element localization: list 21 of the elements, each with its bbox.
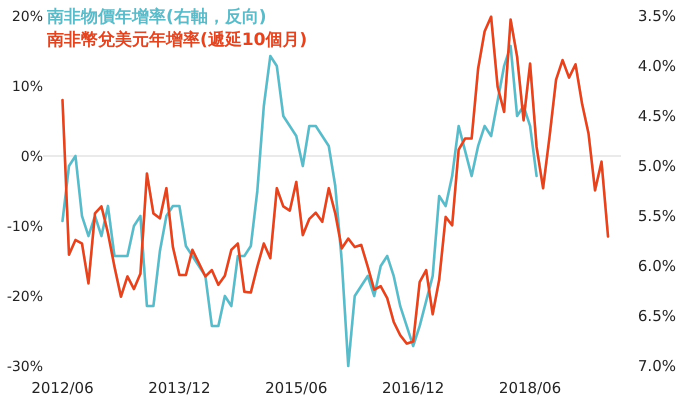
x-tick-label: 2012/06 — [31, 379, 94, 397]
y2-tick-label: 4.5% — [638, 107, 676, 125]
y2-tick-label: 7.0% — [638, 357, 676, 375]
x-tick-label: 2015/06 — [265, 379, 328, 397]
y2-tick-label: 3.5% — [638, 7, 676, 25]
y-tick-label: -30% — [6, 359, 43, 375]
x-tick-label: 2016/12 — [382, 379, 444, 397]
series-label: 南非物價年增率(右軸，反向) — [46, 7, 267, 27]
x-tick-label: 2013/12 — [148, 379, 211, 397]
y-tick-label: -10% — [6, 219, 43, 235]
text: 南非幣兌美元年增率(遞延10個月) — [46, 30, 308, 50]
y-tick-label: 20% — [12, 9, 43, 25]
y-tick-label: -20% — [6, 289, 43, 305]
y2-tick-label: 6.0% — [638, 257, 676, 275]
y-tick-label: 0% — [20, 149, 43, 165]
y2-tick-label: 6.5% — [638, 307, 676, 325]
y2-tick-label: 5.0% — [638, 157, 676, 175]
y2-tick-label: 4.0% — [638, 57, 676, 75]
y2-tick-label: 5.5% — [638, 207, 676, 225]
y-tick-label: 10% — [12, 79, 43, 95]
x-tick-label: 2018/06 — [498, 379, 562, 397]
